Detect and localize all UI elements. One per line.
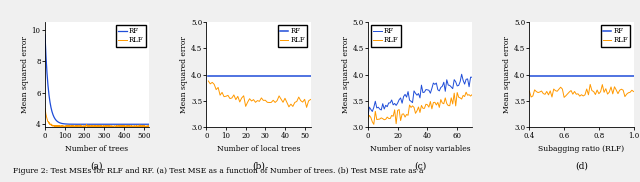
RLF xyxy=(283,101,291,104)
RLF xyxy=(591,93,599,96)
RF xyxy=(464,78,472,80)
Line: RLF: RLF xyxy=(368,92,472,124)
RF xyxy=(145,123,153,125)
RLF xyxy=(416,111,424,114)
RF xyxy=(458,73,465,75)
RF xyxy=(630,75,637,77)
RF xyxy=(367,108,374,110)
Legend: RF, RLF: RF, RLF xyxy=(278,25,307,47)
RF xyxy=(394,102,401,104)
RLF xyxy=(550,88,557,90)
RLF xyxy=(303,106,310,108)
Y-axis label: Mean squared error: Mean squared error xyxy=(342,36,349,113)
RLF xyxy=(145,125,153,128)
RLF xyxy=(380,119,388,121)
RLF xyxy=(460,94,467,96)
RLF xyxy=(583,88,591,90)
RF xyxy=(547,75,554,77)
RF xyxy=(307,75,314,77)
Y-axis label: Mean squared error: Mean squared error xyxy=(503,36,511,113)
Text: (a): (a) xyxy=(91,161,103,170)
RF xyxy=(76,123,84,125)
RF xyxy=(41,34,49,36)
Y-axis label: Mean squared error: Mean squared error xyxy=(21,36,29,113)
Line: RLF: RLF xyxy=(208,81,310,107)
RLF xyxy=(138,125,145,128)
RF xyxy=(232,75,239,77)
Legend: RF, RLF: RF, RLF xyxy=(601,25,630,47)
RLF xyxy=(428,108,436,110)
RLF xyxy=(560,96,568,98)
RF xyxy=(79,123,86,125)
RLF xyxy=(79,125,86,127)
RLF xyxy=(63,125,71,127)
RF xyxy=(581,75,589,77)
RF xyxy=(283,75,291,77)
X-axis label: Number of local trees: Number of local trees xyxy=(217,145,300,153)
Text: (c): (c) xyxy=(414,161,426,170)
Text: (b): (b) xyxy=(252,161,265,170)
Line: RLF: RLF xyxy=(45,108,149,127)
RF xyxy=(65,123,73,125)
RF xyxy=(264,75,271,77)
RF xyxy=(550,75,557,77)
RF xyxy=(269,75,277,77)
Line: RF: RF xyxy=(368,74,472,117)
RLF xyxy=(364,119,372,121)
RLF xyxy=(307,98,314,101)
RLF xyxy=(70,125,78,127)
RLF xyxy=(266,101,273,104)
RF xyxy=(468,76,476,78)
RLF xyxy=(76,125,84,127)
Text: (d): (d) xyxy=(575,161,588,170)
RF xyxy=(364,116,372,118)
Line: RF: RF xyxy=(45,35,149,124)
RLF xyxy=(462,91,470,93)
Text: Figure 2: Test MSEs for RLF and RF. (a) Test MSE as a function of Number of tree: Figure 2: Test MSEs for RLF and RF. (a) … xyxy=(13,167,423,175)
X-axis label: Number of trees: Number of trees xyxy=(65,145,129,153)
RF xyxy=(295,75,303,77)
RLF xyxy=(564,93,572,95)
RF xyxy=(266,75,273,77)
RF xyxy=(525,75,533,77)
RF xyxy=(70,123,78,125)
Line: RLF: RLF xyxy=(529,84,634,97)
Legend: RF, RLF: RF, RLF xyxy=(371,25,401,47)
RF xyxy=(138,123,145,125)
RF xyxy=(616,75,623,77)
RLF xyxy=(465,94,473,96)
RLF xyxy=(93,126,101,128)
RF xyxy=(204,75,212,77)
RLF xyxy=(232,98,239,101)
RLF xyxy=(370,123,378,125)
RLF xyxy=(620,89,627,91)
RLF xyxy=(547,90,554,92)
RLF xyxy=(586,83,594,86)
RLF xyxy=(41,107,49,110)
RLF xyxy=(269,99,277,101)
Y-axis label: Mean squared error: Mean squared error xyxy=(180,36,188,113)
RLF xyxy=(525,90,533,92)
RF xyxy=(443,79,451,81)
RF xyxy=(415,92,422,95)
Legend: RF, RLF: RF, RLF xyxy=(116,25,145,47)
RLF xyxy=(295,96,303,98)
RLF xyxy=(630,90,637,93)
RF xyxy=(426,92,434,94)
RLF xyxy=(65,125,73,127)
X-axis label: Subagging ratio (RLF): Subagging ratio (RLF) xyxy=(538,145,625,153)
RLF xyxy=(204,80,212,82)
RF xyxy=(588,75,596,77)
RF xyxy=(562,75,570,77)
RLF xyxy=(264,101,271,103)
RLF xyxy=(468,94,476,96)
RLF xyxy=(367,116,374,118)
RF xyxy=(63,123,71,125)
X-axis label: Number of noisy variables: Number of noisy variables xyxy=(370,145,470,153)
